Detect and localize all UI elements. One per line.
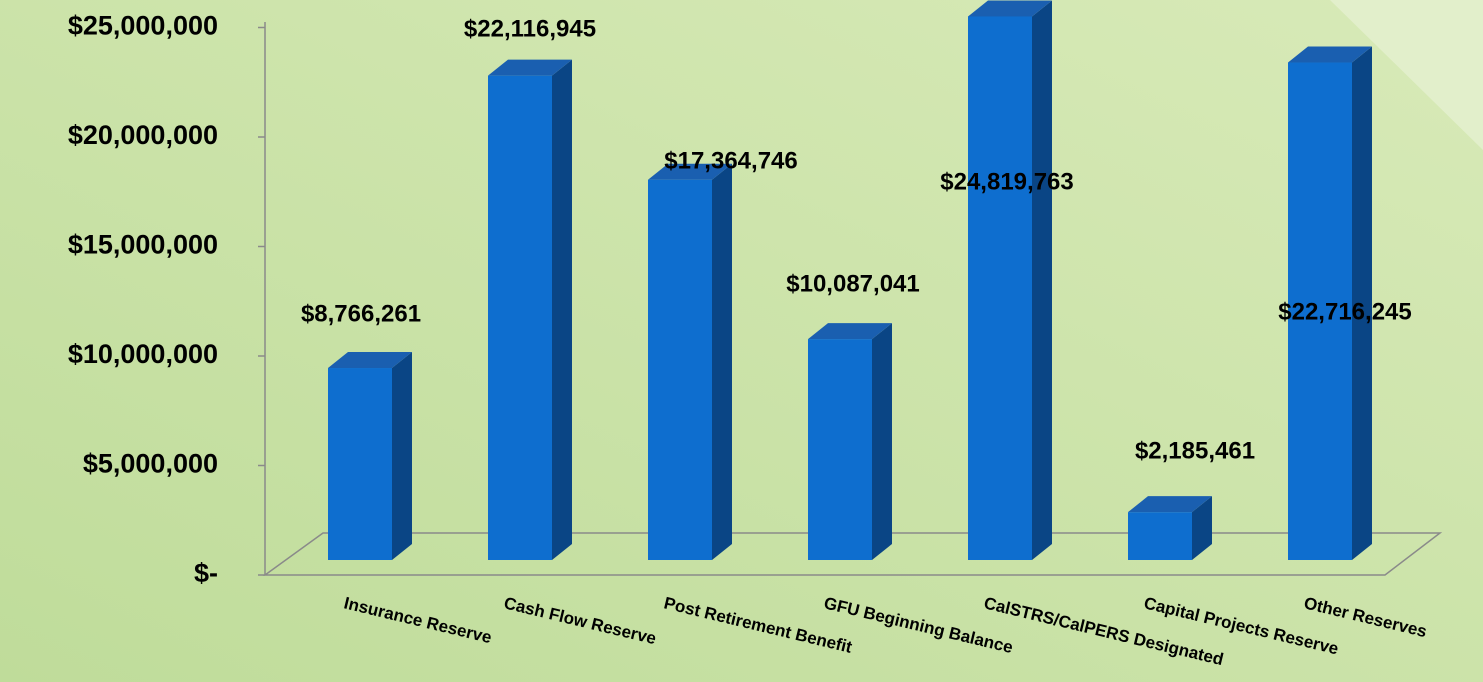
bar-side — [712, 163, 732, 560]
bar-side — [1352, 46, 1372, 561]
floor — [262, 532, 1443, 576]
bar-top — [808, 323, 892, 340]
bar — [968, 16, 1032, 560]
bar — [1128, 512, 1192, 560]
bar-side — [1192, 496, 1212, 560]
value-label: $8,766,261 — [301, 300, 421, 327]
y-tick-label: $20,000,000 — [68, 120, 218, 150]
bar-top — [1288, 46, 1372, 63]
value-label: $2,185,461 — [1135, 437, 1255, 464]
value-label: $22,116,945 — [464, 15, 596, 42]
bar-top — [328, 352, 412, 369]
bar — [328, 368, 392, 560]
bar-side — [392, 352, 412, 560]
y-tick-label: $- — [194, 558, 218, 588]
corner-highlight — [1330, 0, 1483, 150]
bar-top — [648, 163, 732, 180]
bar-side — [552, 59, 572, 560]
bar — [808, 339, 872, 560]
bar-top — [488, 59, 572, 76]
y-tick-label: $10,000,000 — [68, 339, 218, 369]
y-tick-label: $5,000,000 — [83, 449, 218, 479]
y-tick-label: $15,000,000 — [68, 230, 218, 260]
bar-top — [1128, 496, 1212, 513]
value-label: $10,087,041 — [786, 270, 919, 297]
y-tick-label: $25,000,000 — [68, 11, 218, 41]
bar — [488, 75, 552, 560]
bar-top — [968, 0, 1052, 17]
bar — [1288, 62, 1352, 561]
bar-side — [872, 323, 892, 560]
bar — [648, 179, 712, 560]
value-label: $17,364,746 — [664, 147, 797, 174]
value-label: $24,819,763 — [940, 168, 1073, 195]
value-label: $22,716,245 — [1278, 298, 1411, 325]
bar-side — [1032, 0, 1052, 560]
